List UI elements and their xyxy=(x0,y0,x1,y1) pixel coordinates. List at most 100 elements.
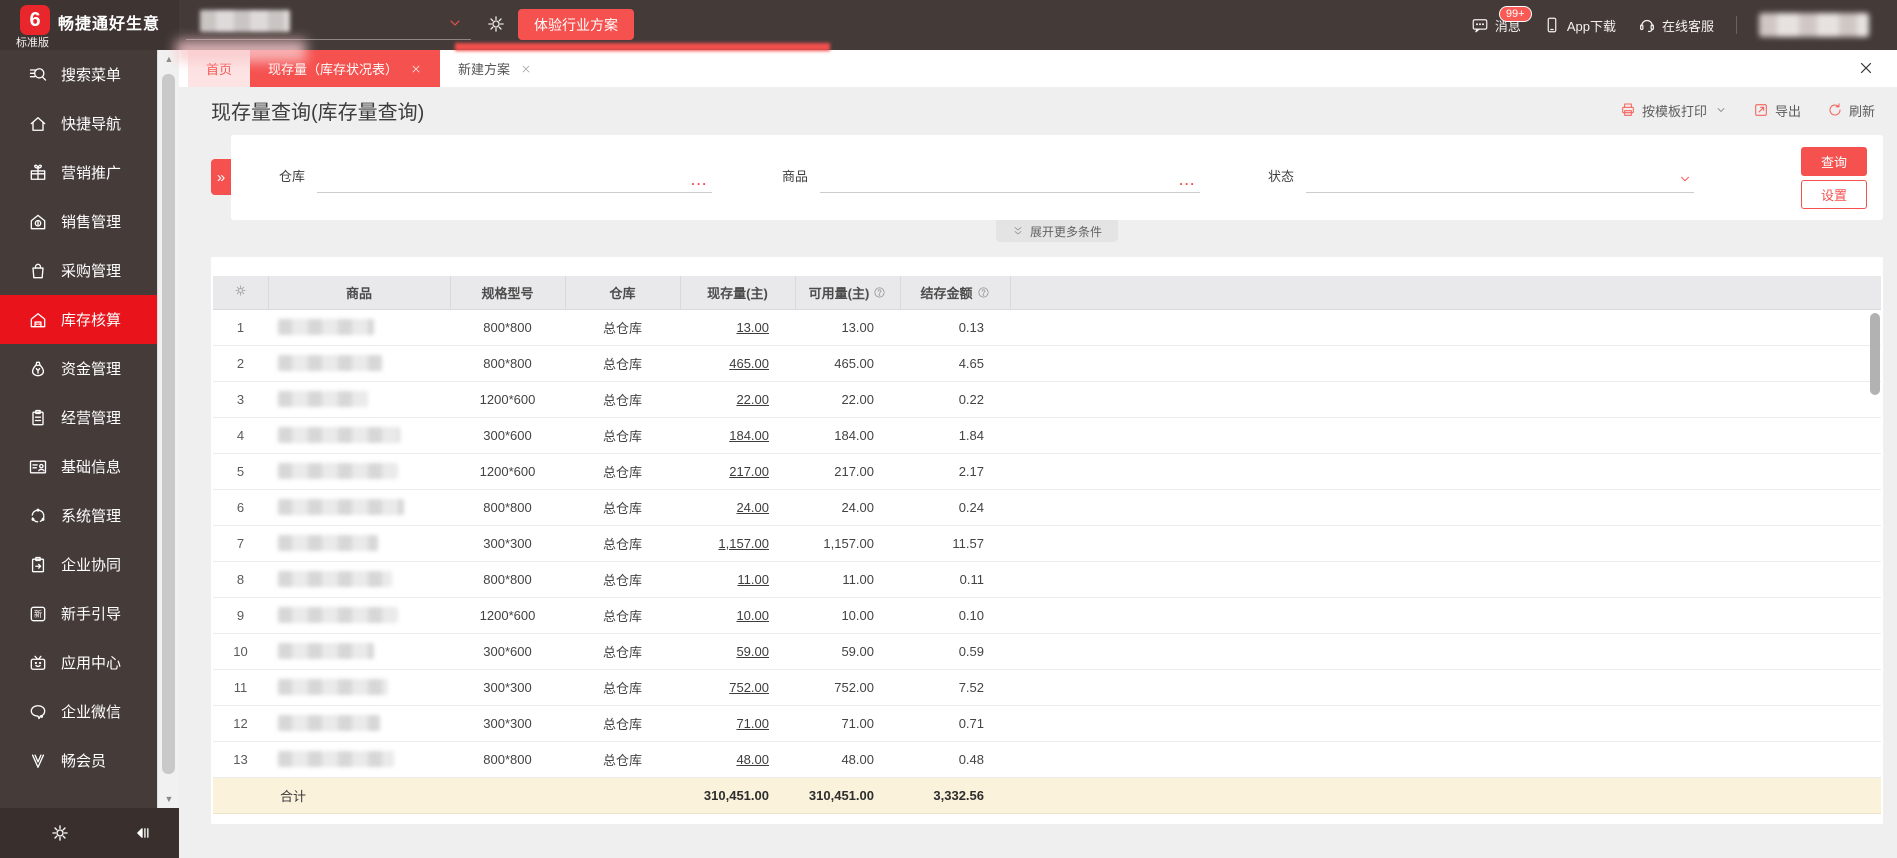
qty-link[interactable]: 59.00 xyxy=(736,643,769,659)
table-scrollbar-thumb[interactable] xyxy=(1870,313,1880,395)
table-row[interactable]: 2 800*800 总仓库 465.00 465.00 4.65 xyxy=(213,345,1881,382)
sidebar-item[interactable]: 营销推广 xyxy=(0,148,157,197)
sidebar-item[interactable]: 采购管理 xyxy=(0,246,157,295)
chevron-down-icon[interactable] xyxy=(1715,104,1727,116)
sidebar-item[interactable]: 销售管理 xyxy=(0,197,157,246)
warehouse-filter-input[interactable]: ... xyxy=(317,163,713,193)
gear-icon[interactable] xyxy=(486,14,506,34)
sidebar-item[interactable]: 企业协同 xyxy=(0,540,157,589)
sidebar-item[interactable]: 应用中心 xyxy=(0,638,157,687)
row-number: 4 xyxy=(213,417,268,454)
table-row[interactable]: 12 300*300 总仓库 71.00 71.00 0.71 xyxy=(213,705,1881,742)
sidebar-item[interactable]: 快捷导航 xyxy=(0,99,157,148)
amount-cell: 11.57 xyxy=(900,525,1010,562)
messages-button[interactable]: 消息 99+ xyxy=(1471,5,1532,35)
redacted-product-name xyxy=(278,535,378,551)
help-icon[interactable] xyxy=(873,286,886,299)
table-row[interactable]: 10 300*600 总仓库 59.00 59.00 0.59 xyxy=(213,633,1881,670)
product-cell xyxy=(268,489,450,526)
refresh-button[interactable]: 刷新 xyxy=(1827,101,1875,120)
expand-more-conditions[interactable]: 展开更多条件 xyxy=(995,220,1118,242)
qty-link[interactable]: 13.00 xyxy=(736,319,769,335)
col-header-product[interactable]: 商品 xyxy=(268,276,451,310)
sidebar-item[interactable]: 基础信息 xyxy=(0,442,157,491)
query-button[interactable]: 查询 xyxy=(1801,147,1867,176)
row-number: 9 xyxy=(213,597,268,634)
qty-link[interactable]: 184.00 xyxy=(729,427,769,443)
product-picker-ellipsis[interactable]: ... xyxy=(1179,172,1197,188)
sidebar-item[interactable]: 系统管理 xyxy=(0,491,157,540)
qty-link[interactable]: 22.00 xyxy=(736,391,769,407)
table-row[interactable]: 8 800*800 总仓库 11.00 11.00 0.11 xyxy=(213,561,1881,598)
warehouse-cell: 总仓库 xyxy=(565,345,680,382)
warehouse-cell: 总仓库 xyxy=(565,417,680,454)
sidebar-item-label: 畅会员 xyxy=(61,753,107,770)
table-row[interactable]: 1 800*800 总仓库 13.00 13.00 0.13 xyxy=(213,309,1881,346)
export-button[interactable]: 导出 xyxy=(1753,101,1801,120)
collapse-sidebar-icon[interactable] xyxy=(132,823,152,843)
col-header-qty[interactable]: 现存量(主) xyxy=(680,276,796,310)
sidebar-item[interactable]: 经营管理 xyxy=(0,393,157,442)
table-row[interactable]: 9 1200*600 总仓库 10.00 10.00 0.10 xyxy=(213,597,1881,634)
scroll-down-icon[interactable]: ▼ xyxy=(164,794,174,804)
qty-link[interactable]: 10.00 xyxy=(736,607,769,623)
print-by-template-button[interactable]: 按模板打印 xyxy=(1620,101,1727,120)
qty-link[interactable]: 71.00 xyxy=(736,715,769,731)
spec-cell: 300*600 xyxy=(450,417,565,454)
table-row[interactable]: 7 300*300 总仓库 1,157.00 1,157.00 11.57 xyxy=(213,525,1881,562)
col-header-available[interactable]: 可用量(主) xyxy=(795,276,901,310)
total-label: 合计 xyxy=(268,777,450,814)
qty-link[interactable]: 48.00 xyxy=(736,751,769,767)
sidebar-item[interactable]: 资金管理 xyxy=(0,344,157,393)
sidebar-item[interactable]: 企业微信 xyxy=(0,687,157,736)
col-header-filler xyxy=(1010,276,1881,310)
collapse-filter-tag[interactable]: » xyxy=(211,159,231,195)
status-filter-select[interactable] xyxy=(1306,163,1695,193)
warehouse-picker-ellipsis[interactable]: ... xyxy=(691,172,709,188)
table-row[interactable]: 6 800*800 总仓库 24.00 24.00 0.24 xyxy=(213,489,1881,526)
col-header-amount[interactable]: 结存金额 xyxy=(900,276,1011,310)
close-all-icon[interactable] xyxy=(1857,59,1875,77)
help-icon[interactable] xyxy=(977,286,990,299)
qty-link[interactable]: 24.00 xyxy=(736,499,769,515)
table-row[interactable]: 3 1200*600 总仓库 22.00 22.00 0.22 xyxy=(213,381,1881,418)
trial-industry-button[interactable]: 体验行业方案 xyxy=(518,9,634,40)
product-filter-input[interactable]: ... xyxy=(820,163,1201,193)
gear-icon xyxy=(234,284,247,297)
sidebar-item[interactable]: 畅会员 xyxy=(0,736,157,785)
redacted-org-selector[interactable] xyxy=(200,10,290,32)
sidebar: 搜索菜单 快捷导航 营销推广 销售管理 采购管理 xyxy=(0,50,179,858)
table-row[interactable]: 11 300*300 总仓库 752.00 752.00 7.52 xyxy=(213,669,1881,706)
sidebar-item[interactable]: 库存核算 xyxy=(0,295,157,344)
table-row[interactable]: 13 800*800 总仓库 48.00 48.00 0.48 xyxy=(213,741,1881,778)
sidebar-item[interactable]: 搜索菜单 xyxy=(0,50,157,99)
settings-button[interactable]: 设置 xyxy=(1801,180,1867,209)
sidebar-scrollbar[interactable]: ▲ ▼ xyxy=(157,50,179,808)
col-header-warehouse[interactable]: 仓库 xyxy=(565,276,681,310)
sidebar-item[interactable]: 新 新手引导 xyxy=(0,589,157,638)
tab-new-plan[interactable]: 新建方案 xyxy=(440,50,551,87)
sidebar-item-label: 库存核算 xyxy=(61,312,122,329)
scrollbar-thumb[interactable] xyxy=(162,74,175,774)
qty-link[interactable]: 465.00 xyxy=(729,355,769,371)
close-tab-icon[interactable] xyxy=(520,63,532,75)
scroll-up-icon[interactable]: ▲ xyxy=(164,54,174,64)
redacted-user-account[interactable] xyxy=(1759,13,1869,37)
amount-cell: 0.13 xyxy=(900,309,1010,346)
chevron-down-icon[interactable] xyxy=(447,15,463,31)
app-download-button[interactable]: App下载 xyxy=(1543,16,1616,35)
qty-link[interactable]: 217.00 xyxy=(729,463,769,479)
col-header-spec[interactable]: 规格型号 xyxy=(450,276,566,310)
online-service-button[interactable]: 在线客服 xyxy=(1638,16,1714,35)
qty-link[interactable]: 1,157.00 xyxy=(718,535,769,551)
chevron-down-icon[interactable] xyxy=(1678,172,1692,186)
sidebar-item-label: 营销推广 xyxy=(61,165,122,182)
table-row[interactable]: 4 300*600 总仓库 184.00 184.00 1.84 xyxy=(213,417,1881,454)
close-tab-icon[interactable] xyxy=(410,63,422,75)
qty-link[interactable]: 752.00 xyxy=(729,679,769,695)
table-row[interactable]: 5 1200*600 总仓库 217.00 217.00 2.17 xyxy=(213,453,1881,490)
qty-link[interactable]: 11.00 xyxy=(737,571,769,587)
row-number: 11 xyxy=(213,669,268,706)
settings-gear-icon[interactable] xyxy=(50,823,70,843)
column-settings-header[interactable] xyxy=(213,276,269,310)
